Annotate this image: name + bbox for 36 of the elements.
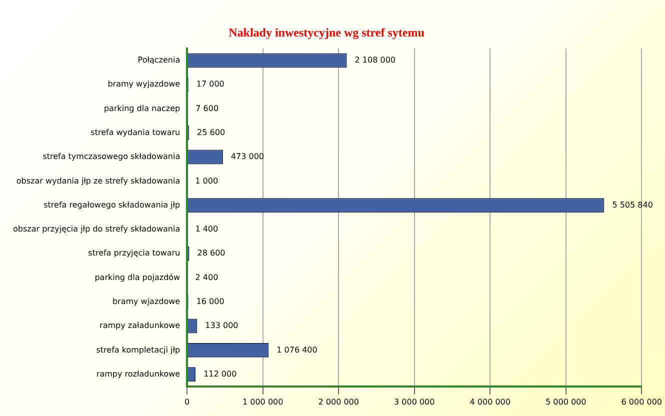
x-tick-label: 3 000 000	[394, 397, 435, 406]
x-tick-label: 0	[184, 397, 190, 406]
x-tick-label: 5 000 000	[546, 397, 586, 406]
y-tick-label: obszar wydania jłp ze strefy składowania	[16, 176, 180, 186]
y-tick-label: rampy załadunkowe	[100, 321, 180, 330]
data-label: 5 505 840	[612, 200, 653, 210]
data-label: 2 400	[195, 272, 218, 282]
y-tick-label: strefa przyjęcia towaru	[88, 248, 180, 258]
data-label: 133 000	[205, 321, 238, 330]
data-label: 473 000	[230, 152, 264, 162]
x-tick-label: 2 000 000	[318, 397, 359, 406]
data-label: 28 600	[197, 248, 226, 258]
data-label: 2 108 000	[354, 56, 396, 65]
data-label: 1 076 400	[276, 345, 318, 354]
y-tick-label: strefa tymczasowego składowania	[42, 152, 180, 162]
data-label: 25 600	[197, 128, 226, 137]
chart-title: Naklady inwestycyjne wg stref sytemu	[228, 25, 425, 40]
data-label: 1 400	[195, 224, 218, 234]
data-label: 112 000	[204, 369, 237, 378]
y-tick-label: Połączenia	[138, 56, 180, 65]
x-tick-label: 4 000 000	[470, 397, 510, 406]
data-label: 16 000	[196, 296, 224, 306]
y-tick-label: strefa kompletacji jłp	[96, 345, 180, 354]
y-tick-label: parking dla pojazdów	[94, 272, 181, 282]
y-tick-label: bramy wyjazdowe	[108, 80, 180, 89]
y-tick-label: rampy rozładunkowe	[96, 369, 180, 378]
y-tick-label: strefa wydania towaru	[90, 128, 180, 137]
data-label: 7 600	[196, 104, 219, 113]
data-label: 17 000	[196, 80, 224, 89]
y-tick-label: strefa regałowego składowania jłp	[44, 200, 180, 210]
data-label: 1 000	[195, 176, 218, 186]
y-tick-label: bramy wjazdowe	[112, 296, 180, 306]
x-tick-label: 1 000 000	[242, 397, 284, 406]
x-tick-label: 6 000 000	[621, 397, 662, 406]
y-tick-label: obszar przyjęcia jłp do strefy składowania	[12, 224, 180, 234]
y-tick-label: parking dla naczep	[104, 104, 180, 113]
